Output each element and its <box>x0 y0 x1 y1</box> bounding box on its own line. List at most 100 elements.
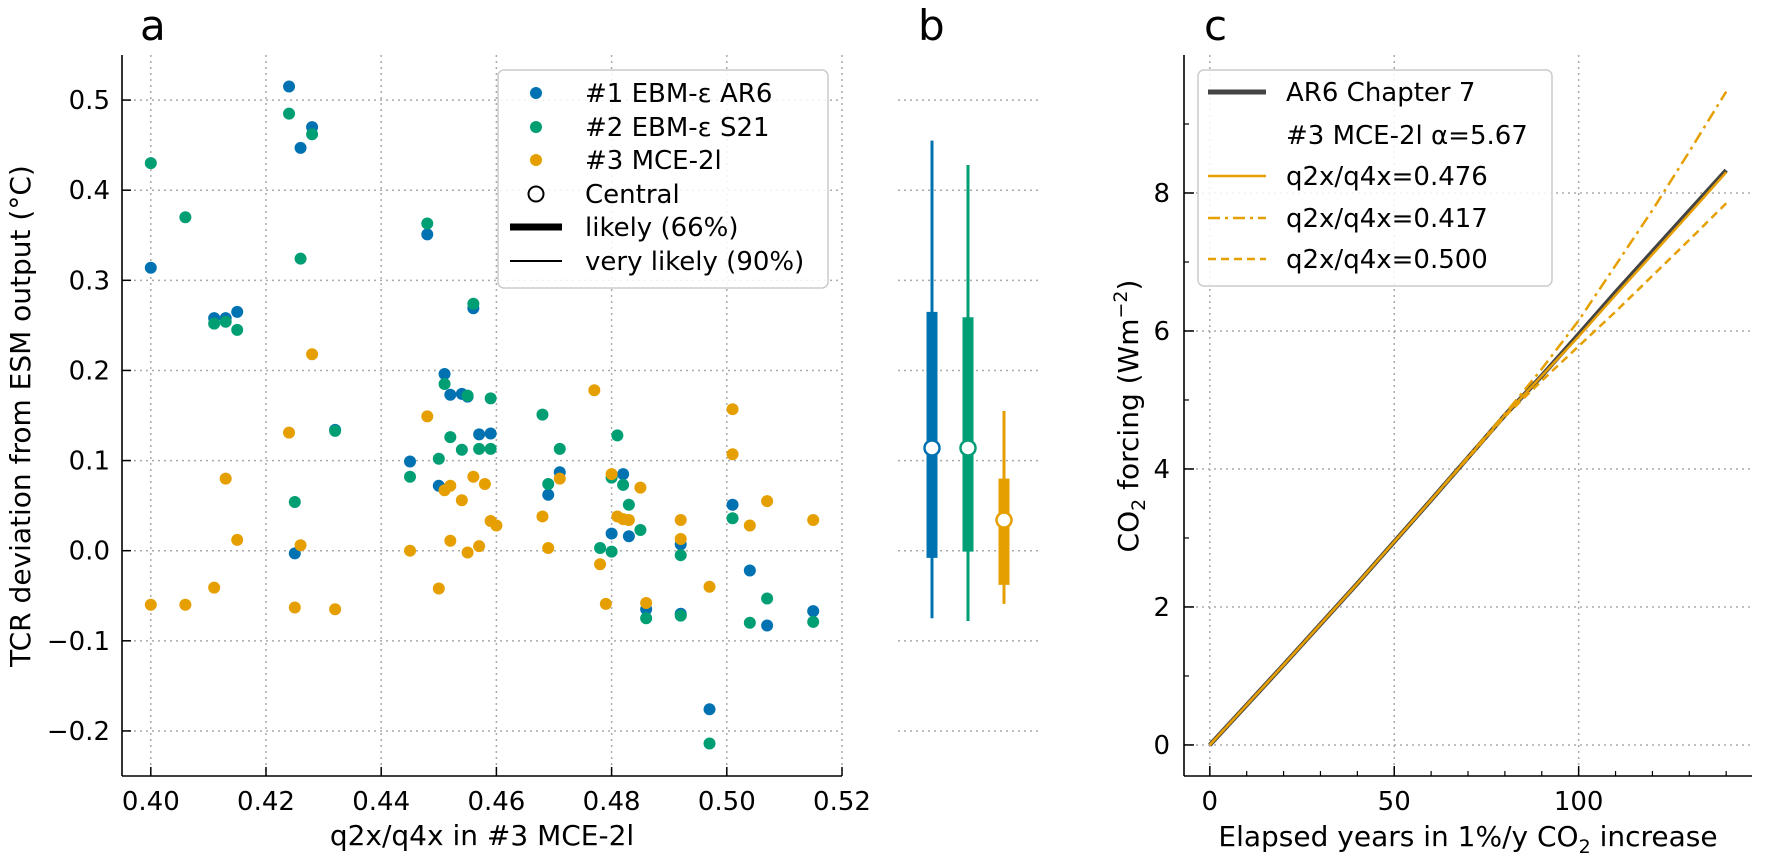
scatter-point <box>467 297 480 310</box>
scatter-point <box>329 424 342 437</box>
scatter-point <box>404 544 416 557</box>
panel-c-xlabel: Elapsed years in 1%/y CO2 increase <box>1218 820 1717 858</box>
scatter-point <box>461 389 474 402</box>
tick-label-x: 0 <box>1202 787 1219 817</box>
legend-label: #3 MCE-2l α=5.67 <box>1286 121 1528 151</box>
scatter-point <box>807 615 820 628</box>
legend-label: #1 EBM-ε AR6 <box>585 79 772 109</box>
central-marker <box>923 439 941 457</box>
scatter-point <box>484 442 497 455</box>
scatter-point <box>634 523 647 536</box>
tick-label-x: 0.42 <box>237 787 295 817</box>
scatter-point <box>432 452 445 465</box>
scatter-point <box>726 448 739 461</box>
scatter-point <box>611 429 624 442</box>
scatter-point <box>617 478 630 491</box>
line-q2x-0476 <box>1208 171 1728 746</box>
legend-label: #2 EBM-ε S21 <box>585 113 770 143</box>
scatter-point <box>208 317 221 330</box>
tick-label-y: 2 <box>1153 593 1170 623</box>
scatter-point <box>553 472 566 485</box>
scatter-point <box>634 481 647 494</box>
scatter-point <box>461 546 474 559</box>
scatter-point <box>283 107 296 120</box>
tick-label-y: 4 <box>1153 455 1170 485</box>
panel-c-letter: c <box>1204 1 1227 50</box>
tick-label-y: 0.2 <box>69 356 110 386</box>
panel-b-letter: b <box>918 1 945 50</box>
legend-marker-s21 <box>530 121 542 133</box>
scatter-point <box>231 305 244 318</box>
scatter-point <box>283 426 296 439</box>
tick-label-y: 0.4 <box>69 176 110 206</box>
panel-c-ylabel: CO2 forcing (Wm−2) <box>1110 280 1150 553</box>
legend-label: Central <box>585 180 680 210</box>
scatter-point <box>484 392 497 405</box>
panel-c-lines <box>1208 90 1728 747</box>
scatter-point <box>294 252 307 265</box>
scatter-point <box>761 495 774 508</box>
scatter-point <box>674 609 687 622</box>
scatter-point <box>455 443 468 456</box>
tick-label-x: 0.50 <box>698 787 756 817</box>
scatter-point <box>553 442 566 455</box>
scatter-point <box>444 431 457 444</box>
panel-b: b <box>898 1 1040 732</box>
legend-label: likely (66%) <box>585 213 739 243</box>
scatter-point <box>599 597 612 610</box>
scatter-point <box>536 510 549 523</box>
scatter-point <box>542 541 555 554</box>
scatter-point <box>473 540 486 553</box>
legend-label: #3 MCE-2l <box>585 146 722 176</box>
panel-a-ylabel: TCR deviation from ESM output (°C) <box>4 165 37 668</box>
scatter-point <box>231 323 244 336</box>
scatter-point <box>605 545 618 558</box>
scatter-point <box>743 564 756 577</box>
scatter-point <box>622 514 635 527</box>
legend-marker-central <box>527 185 545 203</box>
scatter-point <box>743 616 756 629</box>
panel-b-ranges <box>923 140 1013 621</box>
central-marker <box>995 511 1013 529</box>
tick-label-y: 8 <box>1153 179 1170 209</box>
panel-c: c 0 50 100 0 2 4 6 8 Elapsed years in 1%/y CO2 … <box>1110 1 1752 858</box>
scatter-point <box>144 261 157 274</box>
scatter-point <box>421 217 434 230</box>
scatter-point <box>288 601 301 614</box>
scatter-point <box>484 427 497 440</box>
scatter-point <box>605 527 618 540</box>
scatter-point <box>807 514 820 527</box>
tick-label-x: 50 <box>1378 787 1411 817</box>
tick-label-y: 0.1 <box>69 447 110 477</box>
scatter-point <box>219 315 232 328</box>
tick-label-x: 0.40 <box>122 787 180 817</box>
scatter-point <box>703 737 716 750</box>
scatter-point <box>536 408 549 421</box>
panel-c-legend: AR6 Chapter 7 #3 MCE-2l α=5.67 q2x/q4x=0… <box>1197 69 1553 287</box>
tick-label-y: 0 <box>1153 731 1170 761</box>
tick-label-x: 100 <box>1554 787 1604 817</box>
scatter-point <box>674 514 687 527</box>
scatter-point <box>726 512 739 525</box>
scatter-point <box>622 498 635 511</box>
scatter-point <box>283 80 296 93</box>
legend-label: q2x/q4x=0.500 <box>1286 245 1488 275</box>
panel-a-letter: a <box>140 1 166 50</box>
scatter-point <box>640 596 653 609</box>
scatter-point <box>432 582 445 595</box>
scatter-point <box>726 403 739 416</box>
panel-a: a 0.40 0.42 0.44 0.46 0.48 0.50 0.52−0.2−0.10.… <box>4 1 871 852</box>
tick-label-y: 6 <box>1153 317 1170 347</box>
scatter-point <box>605 468 618 481</box>
scatter-point <box>703 580 716 593</box>
tick-label-y: −0.2 <box>47 717 110 747</box>
scatter-point <box>467 470 480 483</box>
scatter-point <box>542 477 555 490</box>
scatter-point <box>438 368 451 381</box>
scatter-point <box>807 605 820 618</box>
legend-label: AR6 Chapter 7 <box>1286 78 1475 108</box>
scatter-point <box>478 477 491 490</box>
scatter-point <box>438 377 451 390</box>
scatter-point <box>144 598 157 611</box>
